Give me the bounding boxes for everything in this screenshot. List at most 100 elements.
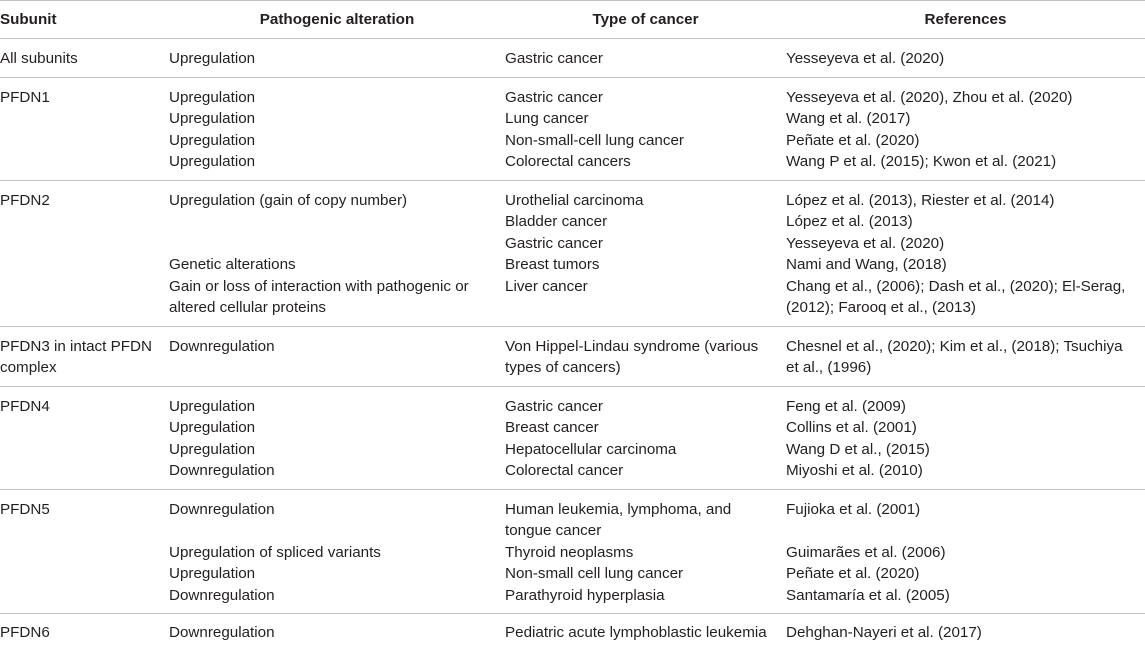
column-header-type-of-cancer: Type of cancer xyxy=(505,0,786,38)
cell-text-line: Hepatocellular carcinoma xyxy=(505,440,677,458)
cell-cancer: Human leukemia, lymphoma, and tongue canc… xyxy=(505,488,786,542)
table-body: All subunits Upregulation Gastric cancer Ye… xyxy=(0,38,1145,643)
cell-text-line: Nami and Wang, (2018) xyxy=(786,256,947,273)
cell-text-line: Lung cancer xyxy=(505,110,589,127)
cell-cancer: Gastric cancer xyxy=(505,233,786,255)
cell-text-line: Upregulation (gain of copy number) xyxy=(169,191,408,209)
cell-alteration: Upregulation xyxy=(169,439,505,461)
cell-references: Yesseyeva et al. (2020), Zhou et al. (20… xyxy=(786,76,1145,109)
cell-references: Miyoshi et al. (2010) xyxy=(786,460,1145,489)
cell-text-line: Gastric cancer xyxy=(505,234,603,252)
table-row: Downregulation Colorectal cancer Miyoshi e… xyxy=(0,460,1145,489)
cell-subunit: PFDN6 xyxy=(0,613,169,643)
cell-references: Santamaría et al. (2005) xyxy=(786,585,1145,614)
cell-alteration: Gain or loss of interaction with pathoge… xyxy=(169,276,505,326)
cell-references: Wang D et al., (2015) xyxy=(786,439,1145,461)
cell-cancer: Breast cancer xyxy=(505,417,786,439)
cell-subunit: PFDN2 xyxy=(0,179,169,326)
table-row: Upregulation Non-small cell lung cancer Pe… xyxy=(0,563,1145,585)
cell-alteration xyxy=(169,211,505,233)
cell-text-line: Breast tumors xyxy=(505,256,600,273)
header-row: Subunit Pathogenic alteration Type of ca… xyxy=(0,0,1145,38)
table-row: Upregulation Hepatocellular carcinoma Wang… xyxy=(0,439,1145,461)
cell-cancer: Colorectal cancer xyxy=(505,460,786,489)
cell-references: Chesnel et al., (2020); Kim et al., (201… xyxy=(786,325,1145,386)
cell-text-line: López et al. (2013), Riester et al. (201… xyxy=(786,191,1055,209)
table-row: PFDN3 in intact PFDN complex Downregulatio… xyxy=(0,325,1145,386)
cell-text-line: Upregulation of spliced variants xyxy=(169,543,381,561)
cell-text-line: Chang et al., (2006); Dash et al., (2020… xyxy=(786,277,1126,295)
cell-text-line: Bladder cancer xyxy=(505,213,608,230)
cell-text-line: López et al. (2013) xyxy=(786,213,913,230)
column-header-pathogenic-alteration: Pathogenic alteration xyxy=(169,0,505,38)
cell-text-line: Upregulation xyxy=(169,88,256,106)
cell-alteration: Genetic alterations xyxy=(169,254,505,276)
cell-text-line: PFDN1 xyxy=(0,88,50,106)
cell-text-line: Upregulation xyxy=(169,131,256,149)
cell-references: López et al. (2013) xyxy=(786,211,1145,233)
cell-text-line: Downregulation xyxy=(169,500,275,518)
table-row: PFDN6 Downregulation Pediatric acute lymph… xyxy=(0,613,1145,643)
table-row: PFDN4 Upregulation Gastric cancer Feng et a… xyxy=(0,385,1145,418)
table-row: Upregulation of spliced variants Thyroid … xyxy=(0,542,1145,564)
cell-subunit: PFDN4 xyxy=(0,385,169,489)
table-row: Upregulation Lung cancer Wang et al. (2017… xyxy=(0,108,1145,130)
cell-text-line: Parathyroid hyperplasia xyxy=(505,586,665,604)
cell-subunit: PFDN3 in intact PFDN complex xyxy=(0,325,169,386)
cell-text-line: Downregulation xyxy=(169,337,275,355)
cell-references: Yesseyeva et al. (2020) xyxy=(786,233,1145,255)
cell-text-line: Upregulation xyxy=(169,397,256,415)
cell-cancer: Breast tumors xyxy=(505,254,786,276)
cell-cancer: Lung cancer xyxy=(505,108,786,130)
cell-text-line: Upregulation xyxy=(169,50,256,67)
cell-text-line: Gain or loss of interaction with pathoge… xyxy=(169,277,469,295)
table-row: Gain or loss of interaction with pathoge… xyxy=(0,276,1145,326)
cell-text-line: Upregulation xyxy=(169,565,256,582)
cell-subunit: PFDN5 xyxy=(0,488,169,614)
cell-text-line: Dehghan-Nayeri et al. (2017) xyxy=(786,624,982,641)
cell-text-line: PFDN4 xyxy=(0,397,50,415)
cell-text-line: All subunits xyxy=(0,50,78,67)
cell-text-line: Yesseyeva et al. (2020) xyxy=(786,50,945,67)
cell-text-line: Liver cancer xyxy=(505,277,588,295)
cell-text-line: Upregulation xyxy=(169,153,256,170)
cell-alteration: Downregulation xyxy=(169,613,505,643)
cell-cancer: Gastric cancer xyxy=(505,38,786,77)
cell-alteration: Upregulation xyxy=(169,417,505,439)
cell-text-line: Von Hippel-Lindau syndrome (various xyxy=(505,337,759,355)
cell-references: Guimarães et al. (2006) xyxy=(786,542,1145,564)
cell-references: Yesseyeva et al. (2020) xyxy=(786,38,1145,77)
cell-references: Peñate et al. (2020) xyxy=(786,563,1145,585)
cell-references: Wang P et al. (2015); Kwon et al. (2021) xyxy=(786,151,1145,180)
cell-text-line: PFDN6 xyxy=(0,624,50,641)
cell-text-line: Pediatric acute lymphoblastic leukemia xyxy=(505,624,767,641)
cell-text-line: Wang et al. (2017) xyxy=(786,110,911,127)
cell-cancer: Urothelial carcinoma xyxy=(505,179,786,212)
table-row: Downregulation Parathyroid hyperplasia San… xyxy=(0,585,1145,614)
cell-references: Peñate et al. (2020) xyxy=(786,130,1145,152)
cell-subunit: PFDN1 xyxy=(0,76,169,180)
cell-alteration: Upregulation xyxy=(169,130,505,152)
cell-alteration: Upregulation xyxy=(169,38,505,77)
cell-text-line: Gastric cancer xyxy=(505,88,603,106)
cell-text-line: Downregulation xyxy=(169,586,275,604)
cell-cancer: Thyroid neoplasms xyxy=(505,542,786,564)
cell-text-line: Thyroid neoplasms xyxy=(505,543,634,561)
cell-references: Collins et al. (2001) xyxy=(786,417,1145,439)
cell-text-line: Non-small-cell lung cancer xyxy=(505,131,684,149)
table-row: Bladder cancer López et al. (2013) xyxy=(0,211,1145,233)
cell-text-line: tongue cancer xyxy=(505,522,602,539)
cell-text-line: PFDN3 in intact PFDN xyxy=(0,337,152,355)
table-row: Upregulation Non-small-cell lung cancer Pe… xyxy=(0,130,1145,152)
cell-text-line: Fujioka et al. (2001) xyxy=(786,500,921,518)
cell-text-line: et al., (1996) xyxy=(786,359,872,376)
cell-text-line: (2012); Farooq et al., (2013) xyxy=(786,299,976,316)
cell-text-line: Guimarães et al. (2006) xyxy=(786,543,946,561)
table-row: Upregulation Colorectal cancers Wang P et … xyxy=(0,151,1145,180)
cell-text-line: Gastric cancer xyxy=(505,397,603,415)
cell-alteration: Downregulation xyxy=(169,325,505,386)
cell-text-line: altered cellular proteins xyxy=(169,299,327,316)
column-header-subunit: Subunit xyxy=(0,0,169,38)
